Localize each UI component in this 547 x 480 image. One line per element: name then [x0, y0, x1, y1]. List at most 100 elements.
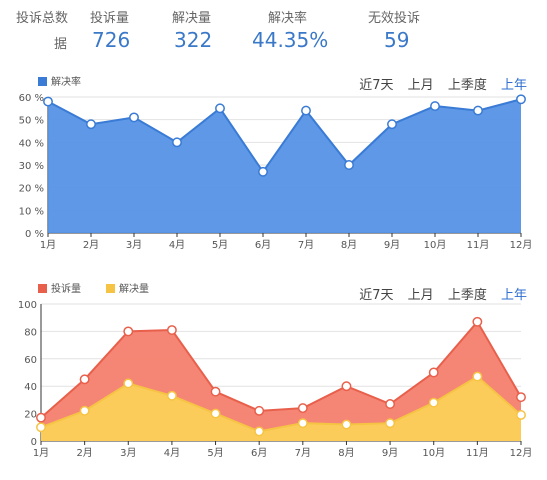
data-point: [210, 386, 221, 397]
data-point: [215, 103, 225, 114]
y-tick-label: 80: [24, 327, 37, 338]
x-tick-label: 6月: [255, 239, 271, 251]
stat-invalid-value: 59: [384, 28, 410, 52]
data-point: [210, 408, 221, 419]
data-point: [166, 325, 177, 335]
stat-resolve-rate-value: 44.35%: [252, 28, 329, 52]
data-point: [301, 105, 311, 116]
data-point: [86, 119, 96, 130]
y-tick-label: 40 %: [19, 138, 44, 149]
data-point: [473, 105, 483, 116]
data-point: [297, 418, 308, 429]
complaints-chart: 近7天 上月 上季度 上年 投诉量 解决量 0 20 40 60 80 100 1月 2月 3月 4月…: [0, 278, 547, 474]
data-point: [428, 367, 439, 378]
y-tick-label: 20 %: [19, 184, 44, 195]
data-point: [36, 422, 46, 433]
range-tab-last-month[interactable]: 上月: [407, 288, 434, 303]
data-point: [430, 101, 440, 112]
data-point: [129, 112, 139, 123]
data-point: [387, 119, 397, 130]
data-point: [472, 316, 483, 327]
summary-total-label-line2: 据: [54, 37, 68, 52]
data-point: [123, 378, 134, 389]
x-tick-label: 9月: [382, 447, 398, 459]
x-tick-label: 2月: [76, 447, 92, 459]
data-point: [43, 96, 53, 107]
x-tick-label: 11月: [467, 239, 490, 251]
stat-resolve-rate-label: 解决率: [268, 11, 308, 26]
y-tick-label: 60 %: [19, 93, 44, 104]
data-point: [79, 374, 90, 385]
x-tick-label: 11月: [466, 447, 489, 459]
legend-label: 解决率: [51, 75, 81, 88]
y-tick-label: 0: [31, 437, 37, 448]
y-tick-label: 30 %: [19, 161, 44, 172]
data-point: [297, 403, 308, 414]
range-tab-last-quarter[interactable]: 上季度: [447, 78, 487, 93]
series-line: [40, 320, 522, 419]
y-tick-label: 40: [24, 382, 37, 393]
x-tick-label: 4月: [164, 447, 180, 459]
series-area: [48, 99, 521, 233]
data-point: [254, 426, 265, 437]
legend-swatch: [106, 284, 115, 293]
resolve-rate-chart: 近7天 上月 上季度 上年 解决率 0 % 10 % 20 % 30 % 40 % 50 %…: [0, 68, 547, 258]
series-area: [41, 376, 521, 441]
x-tick-label: 10月: [424, 239, 447, 251]
stat-resolved-value: 322: [174, 28, 213, 52]
summary-stats: 投诉总数 据 投诉量 726 解决量 322 解决率 44.35% 无效投诉 5…: [0, 0, 547, 60]
series-line: [47, 98, 522, 174]
x-tick-label: 8月: [338, 447, 354, 459]
summary-total-label-line1: 投诉总数: [16, 11, 69, 26]
data-point: [341, 381, 352, 392]
data-point: [123, 326, 134, 337]
stat-invalid-label: 无效投诉: [368, 11, 421, 26]
data-point: [254, 405, 265, 416]
legend-label: 投诉量: [51, 282, 81, 295]
legend-swatch: [38, 284, 47, 293]
x-tick-label: 9月: [384, 239, 400, 251]
range-tabs-chart2: 近7天 上月 上季度 上年: [349, 284, 527, 303]
x-tick-label: 5月: [212, 239, 228, 251]
legend-label: 解决量: [119, 282, 149, 295]
stat-complaints-value: 726: [92, 28, 131, 52]
y-tick-label: 0 %: [25, 229, 44, 240]
x-tick-label: 6月: [251, 447, 267, 459]
range-tabs-chart1: 近7天 上月 上季度 上年: [349, 74, 527, 93]
data-point: [385, 399, 396, 409]
data-point: [79, 405, 90, 416]
legend-swatch: [38, 77, 47, 86]
x-tick-label: 7月: [298, 239, 314, 251]
range-tab-7days[interactable]: 近7天: [359, 78, 394, 93]
complaints-chart-svg: 投诉量 解决量 0 20 40 60 80 100 1月 2月 3月 4月 5月 6月 7月 8月 9月 10月 1…: [18, 282, 533, 459]
x-tick-label: 5月: [207, 447, 223, 459]
stat-complaints-label: 投诉量: [90, 11, 130, 26]
x-tick-label: 1月: [40, 239, 56, 251]
x-tick-label: 4月: [169, 239, 185, 251]
x-tick-label: 12月: [510, 447, 533, 459]
x-tick-label: 7月: [295, 447, 311, 459]
series-line: [40, 375, 522, 433]
range-tab-last-quarter[interactable]: 上季度: [447, 288, 487, 303]
data-point: [341, 419, 352, 430]
data-point: [428, 397, 439, 408]
y-tick-label: 10 %: [19, 206, 44, 217]
data-point: [516, 94, 526, 105]
data-point: [516, 392, 526, 403]
data-point: [344, 160, 354, 170]
range-tab-7days[interactable]: 近7天: [359, 288, 394, 303]
y-tick-label: 100: [18, 300, 37, 311]
data-point: [172, 137, 182, 148]
data-point: [36, 412, 46, 423]
y-tick-label: 50 %: [19, 116, 44, 127]
x-tick-label: 1月: [33, 447, 49, 459]
x-tick-label: 10月: [422, 447, 445, 459]
data-point: [258, 166, 268, 177]
range-tab-last-year[interactable]: 上年: [500, 78, 527, 93]
stat-resolved-label: 解决量: [172, 11, 212, 26]
x-tick-label: 3月: [126, 239, 142, 251]
range-tab-last-year[interactable]: 上年: [500, 288, 527, 303]
data-point: [166, 390, 177, 401]
data-point: [385, 418, 396, 429]
range-tab-last-month[interactable]: 上月: [407, 78, 434, 93]
